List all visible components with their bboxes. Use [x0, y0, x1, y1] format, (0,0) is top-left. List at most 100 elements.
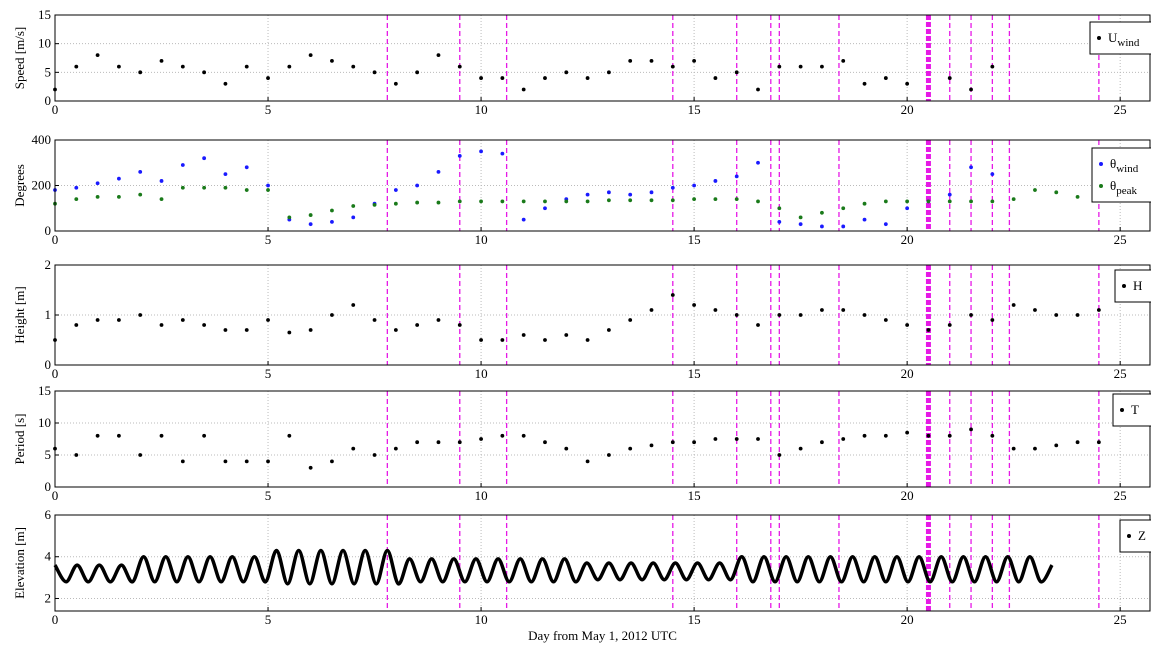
data-point	[330, 459, 334, 464]
data-point	[926, 328, 931, 332]
data-point	[969, 199, 973, 204]
data-point	[436, 169, 441, 174]
data-point	[159, 197, 164, 202]
data-point	[415, 70, 420, 75]
data-point	[351, 64, 356, 69]
data-point	[798, 313, 803, 317]
data-point	[180, 318, 185, 322]
data-point	[905, 430, 910, 435]
data-point	[415, 323, 420, 327]
data-point	[883, 318, 888, 322]
data-point	[777, 453, 782, 457]
data-point	[244, 188, 249, 192]
data-point	[74, 323, 79, 327]
data-point	[287, 330, 292, 335]
x-tick-label: 20	[901, 366, 914, 381]
data-point	[266, 183, 270, 188]
data-point	[500, 151, 505, 156]
plot-frame	[54, 390, 1151, 488]
data-point	[606, 198, 611, 203]
data-point	[266, 188, 270, 192]
data-point	[777, 64, 782, 69]
data-point	[543, 76, 547, 80]
data-point	[393, 446, 398, 451]
data-point	[990, 172, 995, 177]
data-point	[95, 194, 100, 199]
data-point	[841, 308, 846, 312]
data-point	[585, 338, 590, 342]
data-point	[351, 215, 356, 220]
data-point	[883, 222, 888, 227]
data-point	[330, 58, 334, 63]
data-point	[862, 81, 867, 86]
y-tick-label: 0	[45, 357, 52, 372]
data-point	[585, 192, 590, 197]
data-point	[777, 206, 782, 211]
data-point	[180, 163, 185, 167]
legend-entry: H	[1133, 278, 1142, 293]
data-point	[223, 172, 228, 177]
x-tick-label: 0	[52, 232, 59, 247]
x-tick-label: 15	[688, 366, 701, 381]
x-tick-label: 0	[52, 612, 59, 627]
data-point	[756, 199, 760, 204]
legend-entry: Uwind	[1108, 30, 1140, 49]
x-tick-label: 5	[265, 102, 272, 117]
data-point	[244, 165, 249, 170]
data-point	[756, 323, 760, 327]
data-point	[415, 200, 420, 205]
data-point	[244, 328, 249, 332]
data-point	[1011, 303, 1016, 307]
data-point	[862, 201, 867, 206]
y-tick-label: 15	[38, 383, 51, 398]
data-point	[947, 199, 952, 204]
legend-marker	[1099, 162, 1103, 166]
data-point	[372, 70, 377, 75]
data-point	[351, 303, 356, 307]
data-point	[883, 433, 888, 438]
data-point	[95, 181, 100, 186]
data-point	[969, 87, 973, 92]
legend-subscript: wind	[1116, 163, 1139, 175]
x-tick-label: 15	[688, 102, 701, 117]
data-point	[95, 53, 100, 58]
x-tick-label: 25	[1114, 232, 1127, 247]
data-point	[841, 224, 846, 229]
legend-marker	[1122, 284, 1126, 288]
data-point	[95, 433, 100, 438]
y-tick-label: 15	[38, 7, 51, 22]
data-point	[223, 81, 228, 86]
data-point	[393, 201, 398, 206]
data-point	[457, 64, 462, 69]
legend-box	[1112, 393, 1151, 427]
legend-subscript: wind	[1117, 37, 1140, 49]
x-tick-label: 15	[688, 612, 701, 627]
data-point	[628, 446, 633, 451]
data-point	[606, 190, 611, 195]
data-point	[117, 318, 121, 322]
y-tick-label: 0	[45, 479, 52, 494]
data-point	[969, 427, 973, 432]
data-point	[74, 197, 79, 202]
data-point	[947, 192, 952, 197]
data-point	[649, 308, 654, 312]
data-point	[692, 440, 697, 445]
data-point	[1033, 308, 1037, 312]
legend-marker	[1120, 408, 1124, 412]
data-point	[1011, 446, 1016, 451]
data-point	[649, 198, 654, 203]
data-point	[1054, 443, 1059, 448]
data-point	[74, 64, 79, 69]
x-tick-label: 25	[1114, 366, 1127, 381]
y-axis-label: Elevation [m]	[12, 527, 27, 599]
data-point	[244, 64, 249, 69]
x-tick-label: 25	[1114, 488, 1127, 503]
y-tick-label: 2	[45, 590, 52, 605]
data-point	[606, 328, 611, 332]
data-point	[308, 328, 313, 332]
data-point	[202, 433, 207, 438]
data-point	[180, 64, 185, 69]
legend-subscript: peak	[1116, 185, 1137, 197]
data-point	[138, 313, 143, 317]
data-point	[330, 220, 334, 224]
